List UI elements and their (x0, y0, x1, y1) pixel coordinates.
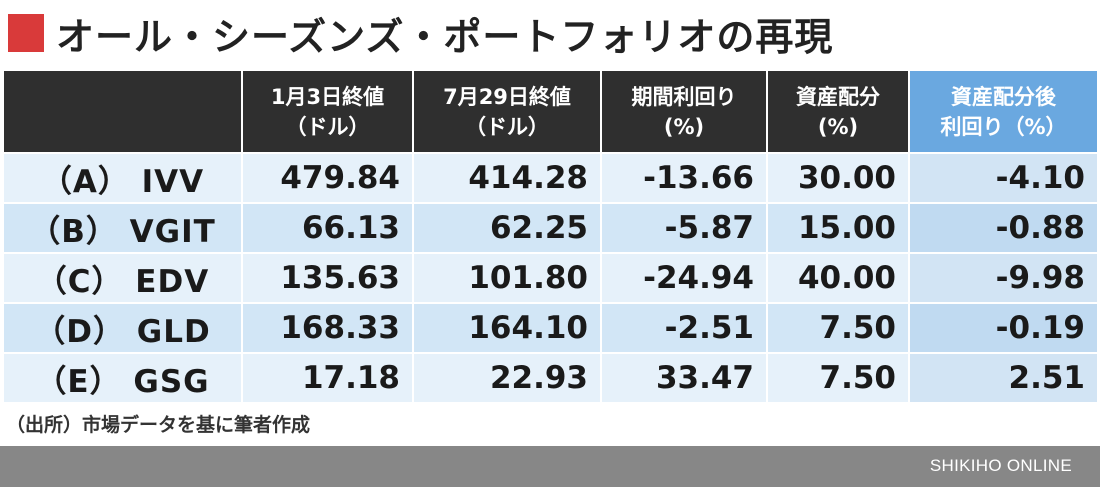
table-row: （B） VGIT 66.13 62.25 -5.87 15.00 -0.88 (4, 203, 1099, 254)
title-bar: オール・シーズンズ・ポートフォリオの再現 (8, 8, 834, 59)
ticker-cell: （B） VGIT (4, 203, 243, 254)
header-text-line: 資産配分後 (951, 84, 1056, 109)
ticker-cell: （A） IVV (4, 153, 243, 204)
header-text-line: (%) (817, 114, 859, 139)
header-cell-jan3-close: 1月3日終値 （ドル） (242, 71, 414, 154)
header-text-line: 資産配分 (796, 84, 880, 109)
header-cell-ticker (4, 71, 243, 154)
value-cell: -9.98 (909, 253, 1099, 304)
value-cell: -13.66 (601, 153, 768, 204)
value-cell: 66.13 (242, 203, 414, 254)
value-cell: 17.18 (242, 353, 414, 404)
header-cell-period-return: 期間利回り (%) (601, 71, 768, 154)
header-text-line: 利回り（%） (940, 114, 1067, 139)
value-cell: -0.19 (909, 303, 1099, 354)
value-cell: 101.80 (413, 253, 602, 304)
value-cell: 7.50 (767, 353, 910, 404)
value-cell: 40.00 (767, 253, 910, 304)
value-cell: 414.28 (413, 153, 602, 204)
value-cell: 168.33 (242, 303, 414, 354)
ticker-cell: （E） GSG (4, 353, 243, 404)
value-cell: 15.00 (767, 203, 910, 254)
table-row: （D） GLD 168.33 164.10 -2.51 7.50 -0.19 (4, 303, 1099, 354)
portfolio-table: 1月3日終値 （ドル） 7月29日終値 （ドル） 期間利回り (%) 資産配分 (%) … (4, 71, 1099, 404)
value-cell: 479.84 (242, 153, 414, 204)
value-cell: 7.50 (767, 303, 910, 354)
value-cell: -0.88 (909, 203, 1099, 254)
header-text-line: 期間利回り (631, 84, 737, 109)
header-cell-jul29-close: 7月29日終値 （ドル） (413, 71, 602, 154)
value-cell: -4.10 (909, 153, 1099, 204)
value-cell: 30.00 (767, 153, 910, 204)
value-cell: -2.51 (601, 303, 768, 354)
value-cell: 62.25 (413, 203, 602, 254)
value-cell: -5.87 (601, 203, 768, 254)
header-text-line: （ドル） (465, 114, 549, 139)
footer-bar: SHIKIHO ONLINE (0, 446, 1100, 487)
table-row: （A） IVV 479.84 414.28 -13.66 30.00 -4.10 (4, 153, 1099, 204)
value-cell: -24.94 (601, 253, 768, 304)
table-row: （C） EDV 135.63 101.80 -24.94 40.00 -9.98 (4, 253, 1099, 304)
header-cell-weighted-return: 資産配分後利回り（%） (909, 71, 1099, 154)
header-text-line: 7月29日終値 (443, 84, 571, 109)
value-cell: 33.47 (601, 353, 768, 404)
value-cell: 22.93 (413, 353, 602, 404)
table-row: （E） GSG 17.18 22.93 33.47 7.50 2.51 (4, 353, 1099, 404)
source-note: （出所）市場データを基に筆者作成 (6, 414, 311, 436)
page-title: オール・シーズンズ・ポートフォリオの再現 (56, 14, 834, 59)
header-text-line: （ドル） (285, 114, 370, 139)
header-text-line: 1月3日終値 (270, 84, 385, 109)
header-text-line: (%) (663, 114, 705, 139)
value-cell: 164.10 (413, 303, 602, 354)
header-cell-allocation: 資産配分 (%) (767, 71, 910, 154)
value-cell: 2.51 (909, 353, 1099, 404)
title-accent-square (8, 14, 44, 52)
ticker-cell: （C） EDV (4, 253, 243, 304)
table-header-row: 1月3日終値 （ドル） 7月29日終値 （ドル） 期間利回り (%) 資産配分 (%) … (4, 71, 1099, 154)
ticker-cell: （D） GLD (4, 303, 243, 354)
value-cell: 135.63 (242, 253, 414, 304)
brand-label: SHIKIHO ONLINE (929, 456, 1072, 475)
